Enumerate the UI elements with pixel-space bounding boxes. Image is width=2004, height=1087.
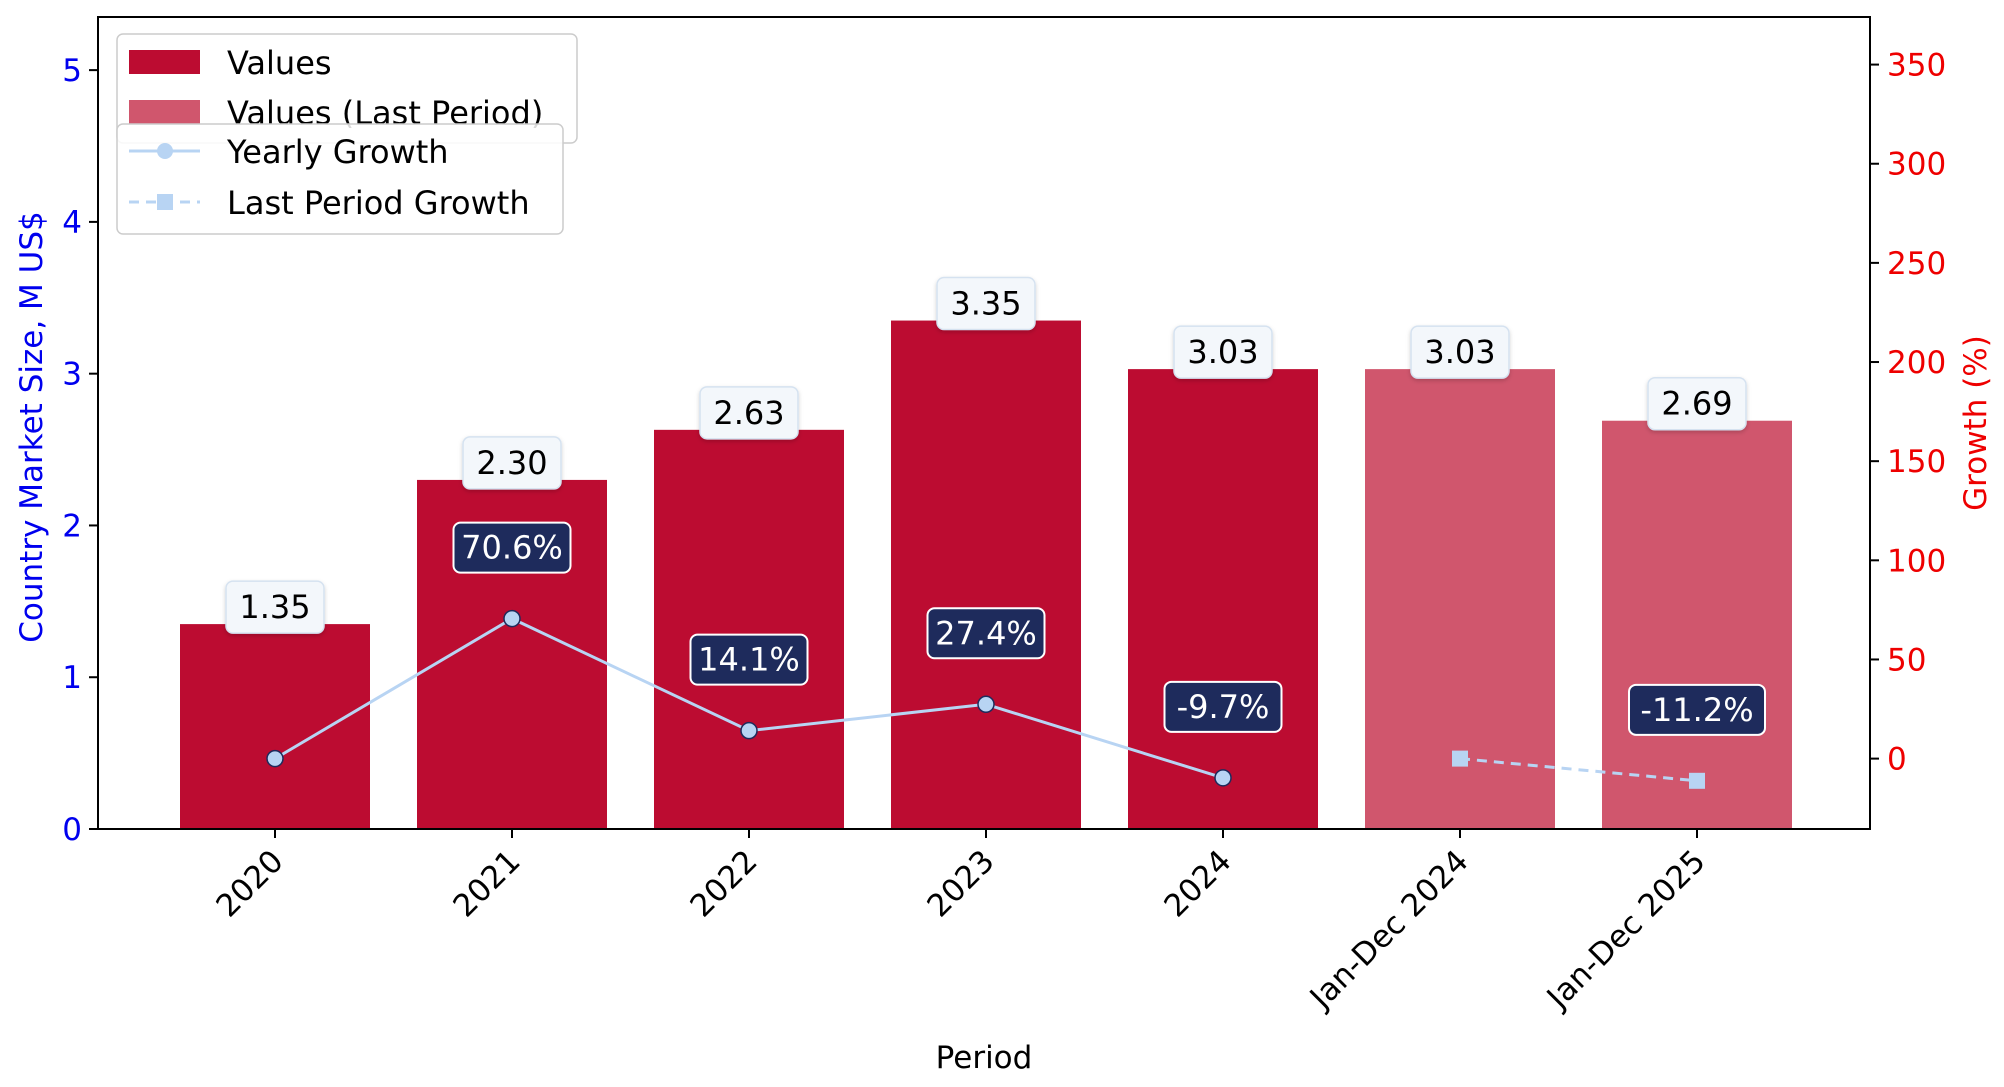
x-axis-tick-label: Jan-Dec 2025 (1539, 843, 1713, 1017)
growth-label: -11.2% (1640, 691, 1753, 729)
left-axis-tick-label: 4 (62, 205, 82, 241)
legend-label-last-period-growth: Last Period Growth (227, 184, 530, 222)
right-axis-tick-label: 350 (1887, 48, 1946, 84)
growth-label-box (452, 521, 572, 574)
right-axis-tick-label: 50 (1887, 642, 1926, 678)
right-axis-tick-label: 0 (1887, 742, 1907, 778)
right-axis: 0 50 100 150 200 250 300 350 Growth (%) (1870, 48, 1994, 778)
value-label: 2.69 (1661, 385, 1732, 423)
legend-label-values: Values (227, 44, 332, 82)
left-axis-tick-label: 3 (62, 357, 82, 393)
x-axis-tick-label: 2023 (920, 843, 1001, 924)
bars-layer (180, 320, 1792, 829)
value-label-box (936, 276, 1036, 331)
value-label-box (1647, 376, 1747, 431)
growth-label: 70.6% (461, 529, 563, 567)
growth-label-box (1163, 680, 1283, 733)
legend-label-yearly-growth: Yearly Growth (226, 133, 449, 171)
plot-border (97, 16, 1871, 830)
value-label: 3.35 (950, 285, 1021, 323)
x-axis-tick-label: 2022 (683, 843, 764, 924)
left-axis-tick-label: 0 (62, 812, 82, 848)
x-axis-tick-label: 2021 (446, 843, 527, 924)
value-label-box (699, 386, 799, 440)
value-label: 3.03 (1424, 333, 1495, 371)
data-labels: 1.35 2.30 2.63 3.35 3.03 3.03 2.69 70.6% 14.1% 27… (225, 276, 1766, 736)
value-label: 3.03 (1187, 333, 1258, 371)
legend-swatch-values (129, 50, 200, 74)
growth-label-box (689, 633, 809, 686)
yearly-growth-point (1214, 769, 1232, 787)
left-axis-tick-label: 5 (62, 53, 82, 89)
legend-marker-yearly-growth (157, 143, 173, 159)
right-axis-title: Growth (%) (1958, 335, 1994, 511)
plot-frame (97, 16, 1871, 830)
value-label-box (462, 436, 562, 490)
value-label: 1.35 (239, 588, 310, 626)
yearly-growth-point (977, 695, 995, 714)
legend-marker-last-period-growth (157, 194, 173, 210)
value-label: 2.30 (476, 444, 547, 482)
left-axis-tick-label: 1 (62, 660, 82, 696)
bar-2022 (654, 429, 844, 829)
x-axis-tick-label: 2024 (1157, 843, 1238, 924)
x-axis-tick-label: Jan-Dec 2024 (1302, 843, 1476, 1017)
right-axis-tick-label: 250 (1887, 246, 1946, 282)
lines-layer (266, 609, 1705, 789)
value-label-box (225, 580, 325, 634)
bar-2020 (180, 624, 370, 829)
value-label-box (1173, 325, 1273, 379)
growth-label-box (926, 607, 1046, 660)
growth-label-box (1628, 683, 1766, 736)
bar-2024 (1128, 369, 1318, 829)
legend-swatch-values-last-period (129, 100, 200, 124)
left-axis-title: Country Market Size, M US$ (14, 211, 50, 642)
yearly-growth-point (266, 749, 284, 768)
last-period-growth-point (1689, 772, 1705, 789)
right-axis-tick-label: 100 (1887, 543, 1946, 579)
last-period-growth-point (1452, 750, 1468, 767)
value-label-box (1410, 325, 1510, 379)
growth-label: 14.1% (698, 641, 800, 679)
bar-jan-dec-2025 (1602, 420, 1792, 829)
x-axis-title: Period (936, 1040, 1033, 1076)
value-label: 2.63 (713, 394, 784, 432)
yearly-growth-point (503, 609, 521, 628)
yearly-growth-point (740, 721, 758, 740)
left-axis: 0 1 2 3 4 5 Country Market Size, M US$ (14, 53, 98, 848)
right-axis-tick-label: 300 (1887, 147, 1946, 183)
legend-lines-box (116, 123, 564, 235)
last-period-growth-line (1459, 757, 1698, 783)
x-axis-tick-label: 2020 (209, 843, 290, 924)
growth-label: -9.7% (1177, 688, 1270, 726)
right-axis-tick-label: 200 (1887, 345, 1946, 381)
growth-label: 27.4% (935, 614, 1037, 652)
x-axis: 2020 2021 2022 2023 2024 Jan-Dec 2024 Jan-Dec … (209, 829, 1713, 1076)
bar-2023 (891, 320, 1081, 829)
left-axis-tick-label: 2 (62, 508, 82, 544)
right-axis-tick-label: 150 (1887, 444, 1946, 480)
